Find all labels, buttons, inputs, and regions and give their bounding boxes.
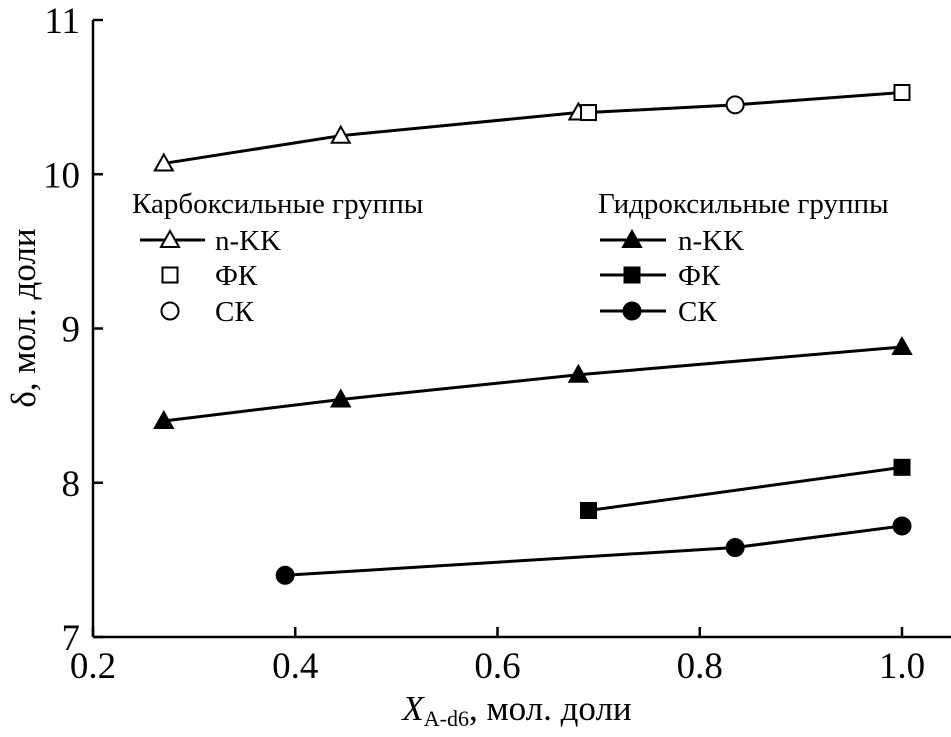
series-layer: [153, 83, 913, 585]
carboxyl-triangle-point: [330, 124, 352, 144]
legend-left-triangle-marker: [159, 228, 181, 248]
carboxyl-square-point: [580, 104, 598, 122]
hydroxyl-triangle-point: [891, 335, 913, 356]
x-tick-label: 0.6: [474, 646, 520, 687]
legend: Карбоксильные группы Гидроксильные групп…: [132, 188, 889, 328]
ticks: 0.2 0.4 0.6 0.8 1.0 7 8 9 10 11: [43, 1, 925, 687]
x-axis-title: XA-d6, мол. доли: [400, 689, 631, 731]
carboxyl-triangle-point: [153, 152, 175, 172]
y-tick-label: 10: [43, 155, 80, 196]
x-tick-label: 1.0: [879, 646, 925, 687]
carboxyl-trend-line: [163, 91, 903, 165]
x-tick-label: 0.2: [70, 646, 116, 687]
carboxyl-circle-point: [725, 95, 745, 115]
series-line-hydroxyl-triangle: [163, 345, 903, 423]
legend-right-triangle-marker: [621, 228, 643, 248]
hydroxyl-triangle-point: [153, 410, 175, 430]
hydroxyl-square-point: [580, 502, 598, 520]
y-axis-title: δ, мол. доли: [4, 228, 43, 407]
legend-right-square-marker: [623, 266, 641, 284]
hydroxyl-circle-point: [892, 516, 912, 536]
legend-right-label: n-KK: [678, 225, 744, 257]
legend-right-circle-marker: [622, 301, 642, 321]
legend-right-label: СК: [678, 296, 717, 328]
hydroxyl-square-point: [893, 458, 911, 476]
legend-left-square-marker: [161, 266, 179, 284]
y-tick-label: 8: [62, 464, 81, 505]
x-tick-label: 0.8: [677, 646, 723, 687]
legend-right-label: ФК: [678, 260, 721, 292]
series-line-hydroxyl-square: [588, 465, 903, 513]
legend-left-label: n-KK: [215, 225, 281, 257]
hydroxyl-triangle-point: [567, 363, 590, 383]
hydroxyl-circle-point: [275, 565, 295, 585]
legend-left-circle-marker: [160, 301, 180, 321]
legend-left-label: ФК: [215, 260, 258, 292]
x-tick-label: 0.4: [272, 646, 318, 687]
series-line-hydroxyl-circle: [285, 524, 903, 577]
legend-right-title: Гидроксильные группы: [598, 188, 889, 220]
hydroxyl-circle-point: [725, 538, 745, 558]
x-axis-title-rest: , мол. доли: [469, 689, 632, 728]
axes: [91, 20, 951, 639]
x-axis-title-sub: A-d6: [424, 706, 469, 731]
legend-left-label: СК: [215, 296, 254, 328]
carboxyl-square-point: [893, 83, 911, 101]
hydroxyl-triangle-point: [330, 388, 352, 408]
legend-left-title: Карбоксильные группы: [132, 188, 423, 220]
y-tick-label: 11: [44, 1, 80, 42]
y-tick-label: 9: [62, 310, 81, 351]
x-axis-title-main: X: [400, 689, 425, 728]
y-tick-label: 7: [62, 618, 81, 659]
